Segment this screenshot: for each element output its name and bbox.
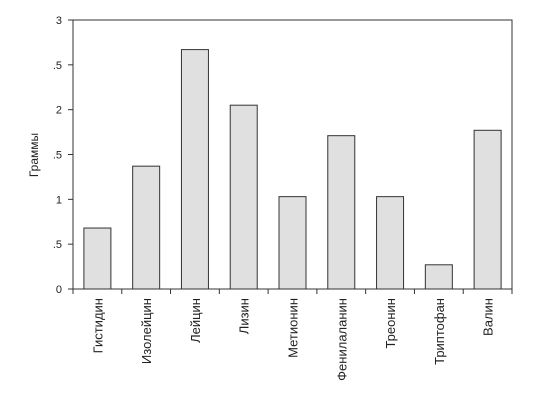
x-tick-label: Лизин bbox=[237, 298, 252, 334]
y-tick-label: 3 bbox=[56, 15, 62, 27]
x-tick-label: Триптофан bbox=[432, 298, 447, 365]
y-tick-label: .5 bbox=[53, 150, 62, 162]
y-tick-label: 1 bbox=[56, 194, 62, 206]
y-tick-label: 0 bbox=[56, 284, 62, 296]
y-axis-label: Граммы bbox=[27, 133, 41, 177]
x-tick-label: Фенилаланин bbox=[334, 298, 349, 381]
bar bbox=[180, 49, 209, 290]
y-tick-label: .5 bbox=[53, 60, 62, 72]
bar bbox=[473, 129, 502, 290]
x-tick-label: Изолейцин bbox=[139, 298, 154, 364]
x-tick-label: Метионин bbox=[286, 298, 301, 358]
x-tick-label: Лейцин bbox=[188, 298, 203, 343]
x-tick-label: Валин bbox=[481, 298, 496, 336]
y-tick-label: .5 bbox=[53, 239, 62, 251]
bar bbox=[327, 135, 356, 290]
bar bbox=[83, 227, 112, 290]
x-tick-label: Гистидин bbox=[90, 298, 105, 353]
bar bbox=[132, 165, 161, 290]
y-tick-label: 2 bbox=[56, 105, 62, 117]
x-tick-label: Треонин bbox=[383, 298, 398, 349]
bar bbox=[278, 196, 307, 290]
bar bbox=[376, 196, 405, 290]
bar bbox=[229, 104, 258, 290]
bar bbox=[424, 264, 453, 290]
